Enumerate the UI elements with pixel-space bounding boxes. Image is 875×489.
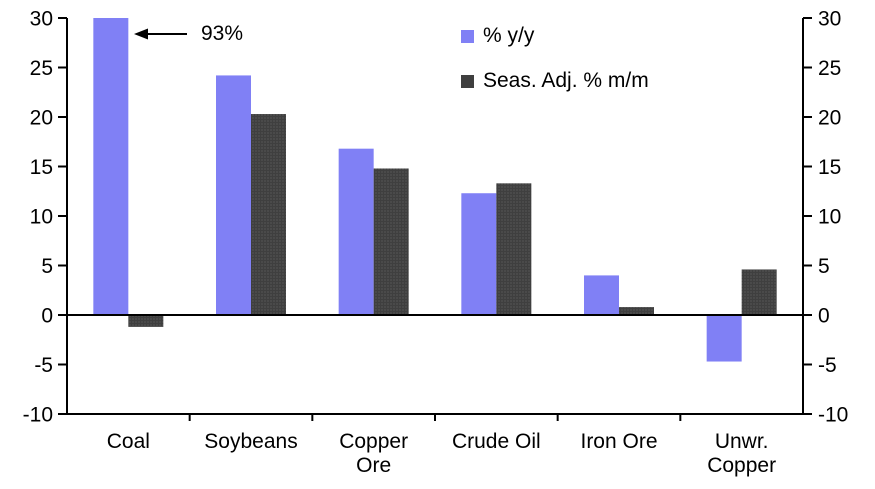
legend-swatch-yy-icon [461, 29, 474, 43]
y-tick-label-right--10: -10 [818, 403, 848, 426]
legend-label-yy: % y/y [483, 24, 535, 47]
bar-unwr-copper-seas-adj-m-m [741, 269, 777, 315]
y-tick-label-left-0: 0 [41, 304, 53, 327]
x-tick-label-copper-ore: Copper Ore [339, 430, 409, 477]
bar-coal-seas-adj-m-m [128, 315, 164, 327]
bar-crude-oil-y-y [461, 193, 497, 315]
bar-copper-ore-y-y [338, 148, 374, 315]
legend-item-yy: % y/y [461, 24, 534, 48]
bar-coal-y-y [93, 18, 129, 315]
y-tick-label-left-15: 15 [30, 156, 53, 179]
bar-copper-ore-seas-adj-m-m [373, 168, 409, 315]
legend-swatch-mm-icon [461, 74, 474, 88]
y-tick-label-right-10: 10 [818, 205, 841, 228]
y-tick-label-left-5: 5 [41, 255, 53, 278]
y-tick-label-left-25: 25 [30, 57, 53, 80]
annotation-93pct: 93% [201, 22, 244, 45]
bar-soybeans-y-y [216, 75, 251, 315]
y-tick-label-left-20: 20 [30, 106, 53, 129]
y-tick-label-left--5: -5 [34, 354, 53, 377]
y-tick-label-left-10: 10 [30, 205, 53, 228]
y-tick-label-right-5: 5 [818, 255, 830, 278]
bar-iron-ore-seas-adj-m-m [619, 307, 654, 315]
x-tick-label-soybeans: Soybeans [204, 430, 298, 453]
x-tick-label-coal: Coal [106, 430, 150, 453]
x-tick-label-unwr-copper: Unwr. Copper [707, 430, 777, 477]
y-tick-label-right-25: 25 [818, 57, 841, 80]
legend-item-mm: Seas. Adj. % m/m [461, 69, 649, 93]
bar-unwr-copper-y-y [706, 315, 742, 362]
annotation-arrow-head-icon [134, 28, 148, 40]
y-tick-label-right-0: 0 [818, 304, 830, 327]
legend-label-mm: Seas. Adj. % m/m [483, 69, 649, 92]
x-tick-label-crude-oil: Crude Oil [451, 430, 541, 453]
x-tick-label-iron-ore: Iron Ore [580, 430, 658, 453]
y-tick-label-left-30: 30 [30, 7, 53, 30]
bar-crude-oil-seas-adj-m-m [496, 183, 532, 315]
y-tick-label-right-30: 30 [818, 7, 841, 30]
y-tick-label-right-15: 15 [818, 156, 841, 179]
y-tick-label-right-20: 20 [818, 106, 841, 129]
bar-iron-ore-y-y [584, 275, 619, 315]
y-tick-label-right--5: -5 [818, 354, 837, 377]
bar-soybeans-seas-adj-m-m [251, 114, 286, 315]
y-tick-label-left--10: -10 [23, 403, 53, 426]
